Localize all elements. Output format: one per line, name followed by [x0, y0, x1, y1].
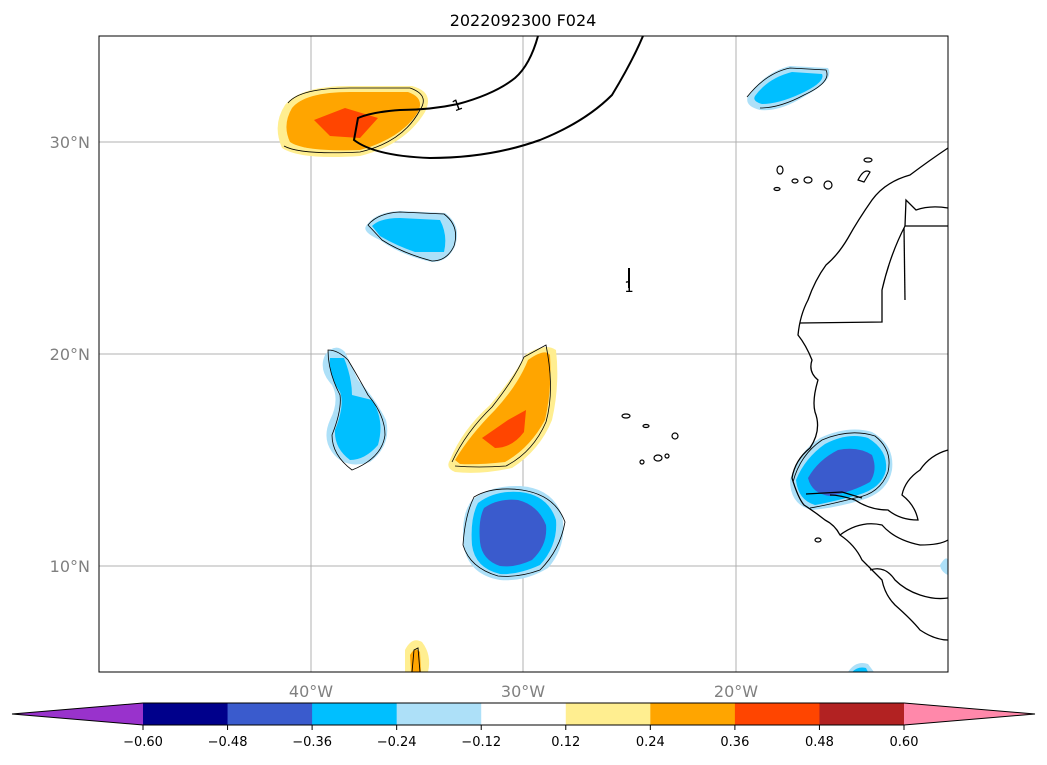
colorbar-tick-label: 0.24 — [636, 735, 665, 750]
colorbar-tick-label: −0.48 — [208, 735, 248, 750]
lat-label-30n: 30°N — [50, 133, 90, 152]
map-panel: 1 1 — [98, 35, 949, 673]
island — [814, 537, 822, 543]
colorbar-segment — [650, 703, 736, 725]
contour-label-center: 1 — [624, 278, 634, 296]
island — [642, 423, 650, 429]
anomaly-positive-center — [448, 344, 558, 473]
island — [823, 180, 833, 190]
anomaly-negative-northeast — [746, 66, 830, 111]
lon-label-40w: 40°W — [289, 682, 333, 701]
colorbar-tick-label: 0.48 — [805, 735, 834, 750]
figure-title: 2022092300 F024 — [450, 11, 597, 30]
colorbar-tick-label: 0.60 — [890, 735, 919, 750]
colorbar-segment — [227, 703, 313, 725]
lon-label-20w: 20°W — [714, 682, 758, 701]
colorbar-segment — [312, 703, 398, 725]
lon-label-30w: 30°W — [501, 682, 545, 701]
island — [653, 454, 663, 462]
islands — [621, 157, 873, 543]
colorbar-segment — [734, 703, 820, 725]
island — [639, 459, 645, 465]
island — [803, 176, 813, 184]
colorbar-tick-label: 0.36 — [720, 735, 749, 750]
island — [773, 186, 781, 192]
colorbar-segment — [481, 703, 567, 725]
colorbar: −0.60 −0.48 −0.36 −0.24 −0.12 0.12 0.24 0.36 0.4… — [11, 702, 1036, 750]
colorbar-segment — [143, 703, 229, 725]
anomaly-positive-south-edge — [405, 640, 430, 673]
anomaly-positive-northwest — [277, 86, 429, 157]
lat-label-10n: 10°N — [50, 557, 90, 576]
island — [664, 453, 670, 459]
anomaly-negative-center-north — [365, 211, 458, 262]
coastlines — [791, 147, 949, 641]
colorbar-tick-label: −0.24 — [377, 735, 417, 750]
island — [791, 178, 799, 184]
anomaly-negative-east — [790, 429, 893, 510]
colorbar-segment — [819, 703, 905, 725]
colorbar-tick-label: −0.12 — [461, 735, 501, 750]
island — [863, 157, 873, 163]
colorbar-tick-label: −0.60 — [123, 735, 163, 750]
colorbar-segment — [565, 703, 651, 725]
island — [776, 165, 784, 175]
colorbar-tick-label: −0.36 — [292, 735, 332, 750]
contour-line — [352, 35, 644, 288]
colorbar-extend-low — [12, 703, 143, 725]
island — [621, 413, 631, 419]
anomaly-negative-west — [322, 347, 388, 471]
anomaly-negative-south — [462, 485, 566, 581]
island — [857, 170, 871, 183]
map-frame — [98, 35, 949, 673]
lat-label-20n: 20°N — [50, 345, 90, 364]
anomaly-negative-south-edge — [848, 558, 948, 672]
colorbar-segment — [396, 703, 482, 725]
colorbar-extend-high — [904, 703, 1035, 725]
colorbar-tick-label: 0.12 — [551, 735, 580, 750]
island — [671, 432, 679, 440]
